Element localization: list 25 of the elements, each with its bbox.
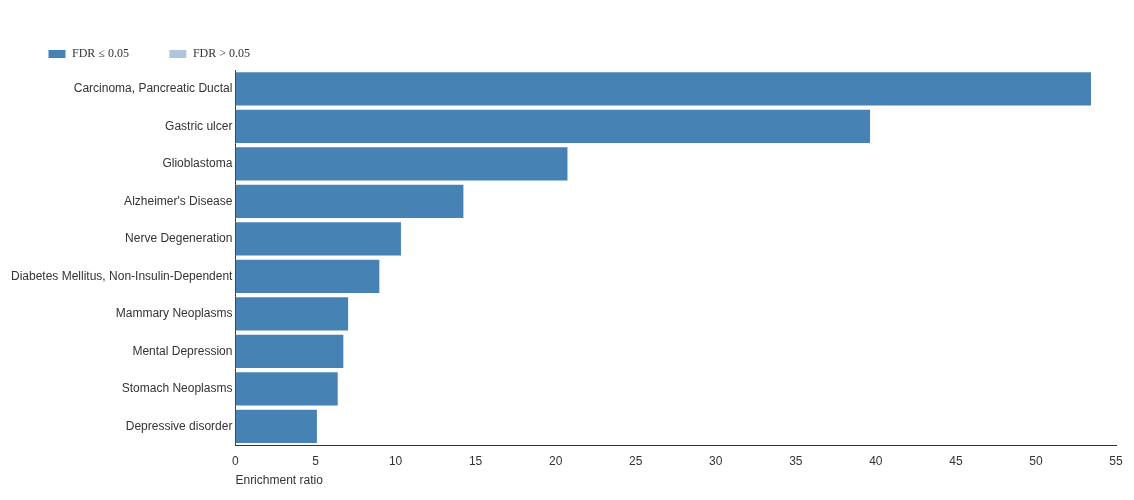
x-tick-label: 10: [388, 453, 403, 468]
y-tick-label: Diabetes Mellitus, Non-Insulin-Dependent: [11, 268, 234, 283]
y-tick-label: Depressive disorder: [125, 418, 233, 433]
y-tick-label: Mental Depression: [132, 343, 233, 358]
x-tick-label: 35: [789, 453, 803, 468]
y-tick-label: Mammary Neoplasms: [115, 306, 233, 321]
y-tick-label: Stomach Neoplasms: [121, 381, 233, 396]
x-tick-label: 50: [1029, 453, 1043, 468]
x-tick-label: 5: [312, 453, 320, 468]
x-tick-label: 55: [1109, 453, 1123, 468]
y-tick-label: Glioblastoma: [162, 156, 233, 171]
x-tick-label: 30: [709, 453, 723, 468]
x-tick-label: 20: [548, 453, 563, 468]
x-tick-label: 0: [232, 453, 240, 468]
x-tick-label: 40: [869, 453, 883, 468]
x-tick-label: 45: [949, 453, 963, 468]
y-tick-label: Gastric ulcer: [165, 118, 233, 133]
y-tick-label: Carcinoma, Pancreatic Ductal: [73, 81, 233, 96]
legend-label: FDR > 0.05: [192, 46, 251, 61]
x-tick-label: 25: [629, 453, 643, 468]
y-tick-label: Nerve Degeneration: [125, 231, 233, 246]
y-tick-label: Alzheimer's Disease: [124, 193, 233, 208]
x-axis-title: Enrichment ratio: [235, 473, 324, 488]
x-tick-label: 15: [468, 453, 483, 468]
legend-label: FDR ≤ 0.05: [72, 46, 129, 61]
